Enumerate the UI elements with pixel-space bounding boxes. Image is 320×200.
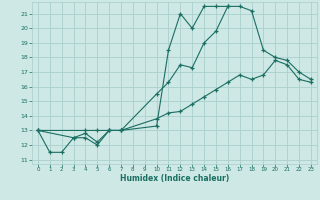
X-axis label: Humidex (Indice chaleur): Humidex (Indice chaleur) [120,174,229,183]
